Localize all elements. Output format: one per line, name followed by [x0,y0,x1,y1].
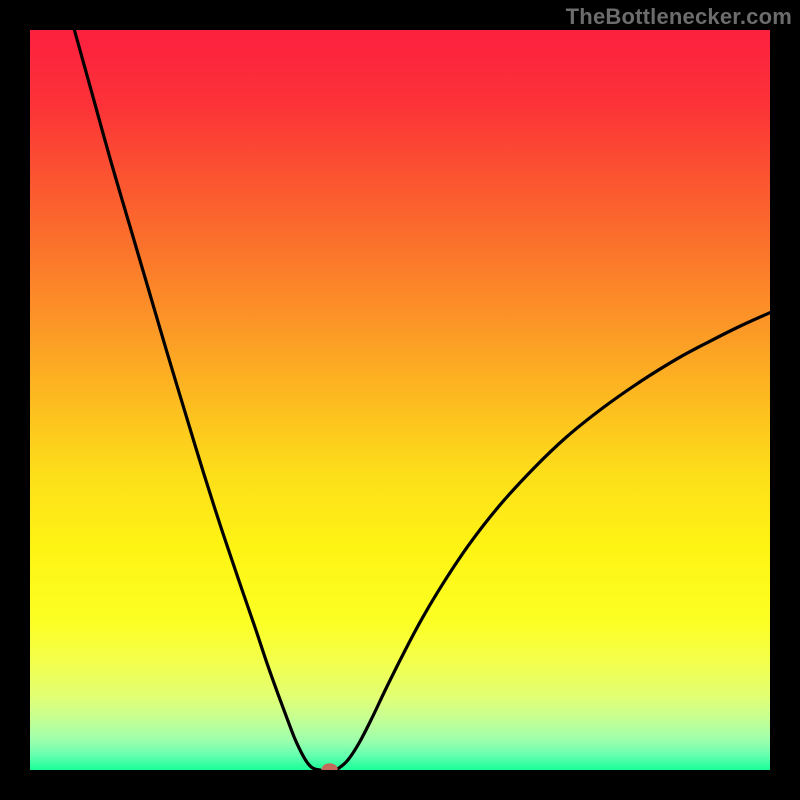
chart-svg [30,30,770,770]
chart-frame: TheBottlenecker.com [0,0,800,800]
watermark-text: TheBottlenecker.com [566,4,792,30]
chart-plot-area [30,30,770,770]
